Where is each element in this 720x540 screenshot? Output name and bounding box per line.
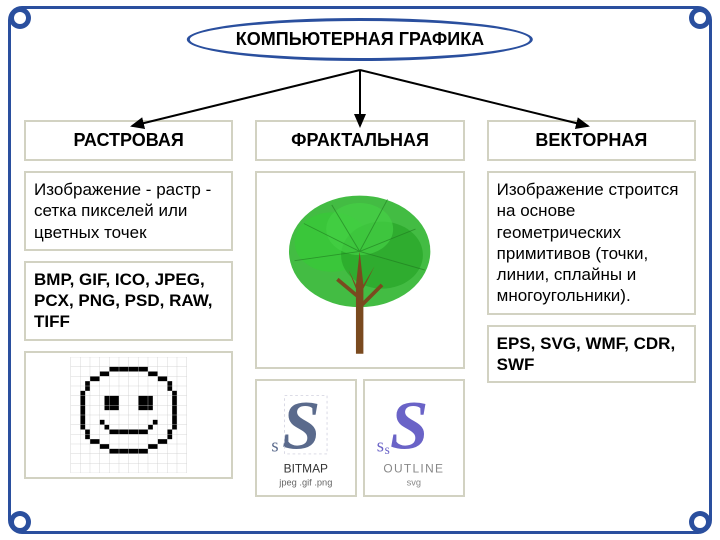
frame-corner <box>689 7 711 29</box>
column-fractal: ФРАКТАЛЬНАЯ S s <box>255 120 464 497</box>
bitmap-sublabel: jpeg .gif .png <box>279 478 333 488</box>
frame-corner <box>689 511 711 533</box>
column-vector: ВЕКТОРНАЯ Изображение строится на основе… <box>487 120 696 497</box>
outline-s-image: S s s OUTLINE svg <box>363 379 465 497</box>
svg-text:S: S <box>390 388 428 464</box>
raster-description: Изображение - растр - сетка пикселей или… <box>24 171 233 251</box>
outline-s-icon: S s s OUTLINE svg <box>369 385 459 491</box>
fractal-compare-images: S s BITMAP jpeg .gif .png S s s OUTLINE … <box>255 379 464 497</box>
svg-text:s: s <box>385 442 390 457</box>
vector-description: Изображение строится на основе геометрич… <box>487 171 696 315</box>
bitmap-s-icon: S s BITMAP jpeg .gif .png <box>261 385 351 491</box>
column-raster: РАСТРОВАЯ Изображение - растр - сетка пи… <box>24 120 233 497</box>
outline-label: OUTLINE <box>383 461 444 475</box>
columns-container: РАСТРОВАЯ Изображение - растр - сетка пи… <box>24 120 696 497</box>
pixel-smiley-icon <box>30 357 227 473</box>
svg-text:S: S <box>282 388 320 464</box>
bitmap-s-image: S s BITMAP jpeg .gif .png <box>255 379 357 497</box>
svg-text:s: s <box>272 435 279 456</box>
raster-pixelart-image <box>24 351 233 479</box>
svg-text:s: s <box>377 435 384 456</box>
bitmap-label: BITMAP <box>284 461 328 475</box>
fractal-tree-icon <box>261 177 458 363</box>
frame-corner <box>9 7 31 29</box>
outline-sublabel: svg <box>407 478 421 488</box>
fractal-tree-image <box>255 171 464 369</box>
vector-formats: EPS, SVG, WMF, CDR, SWF <box>487 325 696 384</box>
raster-formats: BMP, GIF, ICO, JPEG, PCX, PNG, PSD, RAW,… <box>24 261 233 341</box>
frame-corner <box>9 511 31 533</box>
diagram-title: КОМПЬЮТЕРНАЯ ГРАФИКА <box>187 18 533 61</box>
